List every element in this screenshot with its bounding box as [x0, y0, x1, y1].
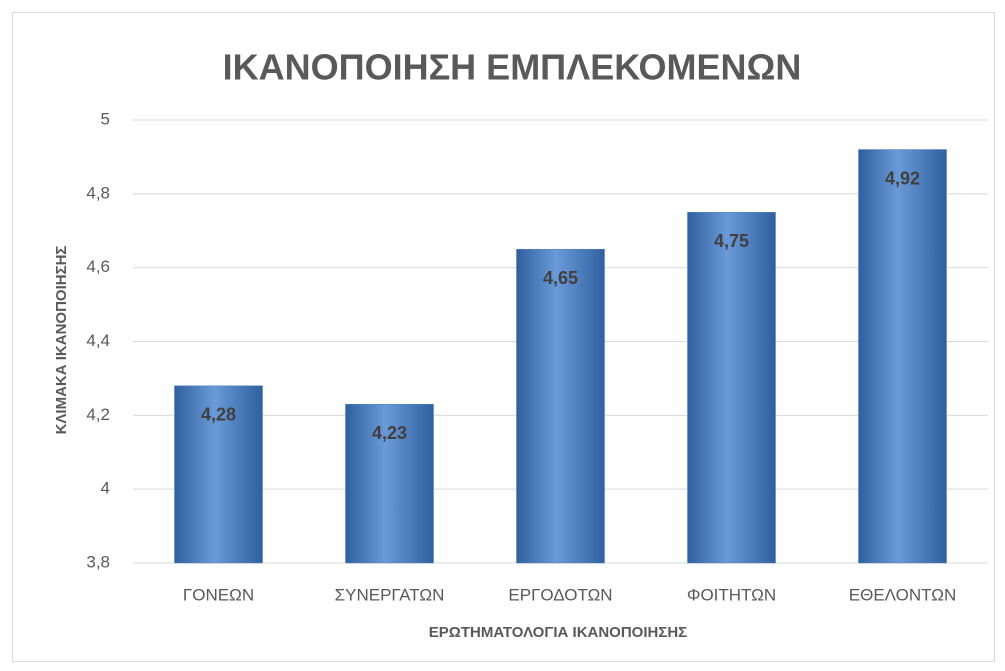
- y-tick-label: 4,8: [86, 183, 110, 202]
- data-label: 4,65: [543, 268, 578, 288]
- x-tick-label: ΕΘΕΛΟΝΤΩΝ: [849, 585, 956, 604]
- x-tick-label: ΣΥΝΕΡΓΑΤΩΝ: [335, 585, 445, 604]
- y-axis-title: ΚΛΙΜΑΚΑ ΙΚΑΝΟΠΟΙΗΣΗΣ: [53, 246, 70, 435]
- x-tick-label: ΓΟΝΕΩΝ: [183, 585, 254, 604]
- chart-border: [12, 12, 995, 662]
- y-tick-label: 4,4: [86, 331, 110, 350]
- y-tick-label: 4: [101, 479, 110, 498]
- bar: [858, 149, 947, 564]
- x-tick-label: ΕΡΓΟΔΟΤΩΝ: [508, 585, 612, 604]
- bar: [174, 385, 263, 564]
- x-axis-title: ΕΡΩΤΗΜΑΤΟΛΟΓΙΑ ΙΚΑΝΟΠΟΙΗΣΗΣ: [429, 624, 687, 641]
- bar: [687, 212, 776, 564]
- data-label: 4,75: [714, 231, 749, 251]
- y-tick-label: 5: [101, 109, 110, 128]
- x-tick-label: ΦΟΙΤΗΤΩΝ: [687, 585, 776, 604]
- bar: [345, 404, 434, 564]
- data-label: 4,92: [885, 168, 920, 188]
- y-tick-label: 4,6: [86, 257, 110, 276]
- chart-title: ΙΚΑΝΟΠΟΙΗΣΗ ΕΜΠΛΕΚΟΜΕΝΩΝ: [223, 47, 802, 88]
- data-label: 4,23: [372, 423, 407, 443]
- y-tick-label: 4,2: [86, 405, 110, 424]
- y-tick-label: 3,8: [86, 552, 110, 571]
- data-label: 4,28: [201, 405, 236, 425]
- bar: [516, 248, 605, 564]
